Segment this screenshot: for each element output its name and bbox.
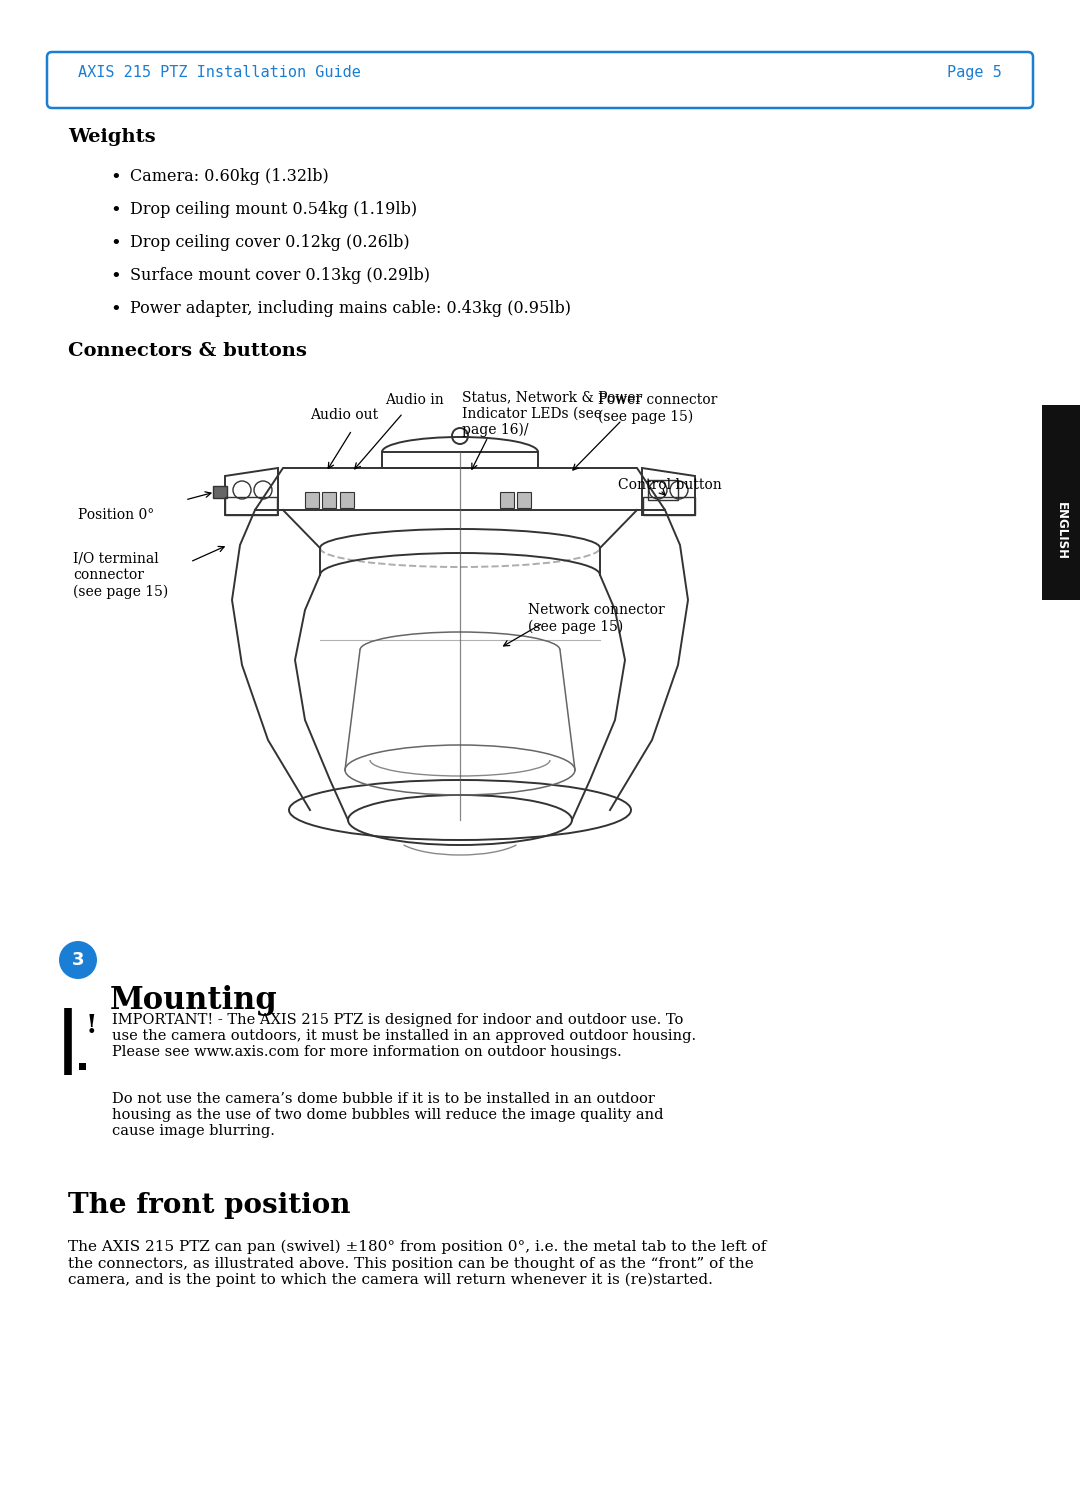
Text: Page 5: Page 5 <box>947 65 1002 80</box>
Text: •: • <box>110 168 121 186</box>
Bar <box>79 1063 86 1070</box>
Text: •: • <box>110 201 121 219</box>
Bar <box>648 479 678 500</box>
Bar <box>643 497 696 516</box>
Text: AXIS 215 PTZ Installation Guide: AXIS 215 PTZ Installation Guide <box>78 65 361 80</box>
Text: The front position: The front position <box>68 1191 351 1219</box>
Bar <box>1042 405 1080 600</box>
Text: Audio in: Audio in <box>384 393 444 407</box>
Text: I/O terminal
connector
(see page 15): I/O terminal connector (see page 15) <box>73 552 168 599</box>
Text: Audio out: Audio out <box>310 408 378 422</box>
Bar <box>517 491 531 508</box>
Text: Camera: 0.60kg (1.32lb): Camera: 0.60kg (1.32lb) <box>130 168 328 184</box>
Text: Network connector
(see page 15): Network connector (see page 15) <box>528 603 665 634</box>
Text: •: • <box>110 299 121 318</box>
Text: Status, Network & Power
Indicator LEDs (see
page 16)/: Status, Network & Power Indicator LEDs (… <box>462 390 643 437</box>
Bar <box>322 491 336 508</box>
Bar <box>213 485 227 497</box>
Text: •: • <box>110 234 121 253</box>
Text: Drop ceiling mount 0.54kg (1.19lb): Drop ceiling mount 0.54kg (1.19lb) <box>130 201 417 218</box>
Bar <box>500 491 514 508</box>
Text: The AXIS 215 PTZ can pan (swivel) ±180° from position 0°, i.e. the metal tab to : The AXIS 215 PTZ can pan (swivel) ±180° … <box>68 1240 767 1287</box>
Text: •: • <box>110 268 121 284</box>
Text: Power connector
(see page 15): Power connector (see page 15) <box>598 393 717 423</box>
Text: Power adapter, including mains cable: 0.43kg (0.95lb): Power adapter, including mains cable: 0.… <box>130 299 571 318</box>
Text: Drop ceiling cover 0.12kg (0.26lb): Drop ceiling cover 0.12kg (0.26lb) <box>130 234 409 251</box>
Bar <box>225 497 276 516</box>
Text: Do not use the camera’s dome bubble if it is to be installed in an outdoor
housi: Do not use the camera’s dome bubble if i… <box>112 1092 663 1139</box>
Bar <box>340 491 354 508</box>
FancyBboxPatch shape <box>48 51 1032 107</box>
Circle shape <box>59 940 97 978</box>
Text: Connectors & buttons: Connectors & buttons <box>68 342 307 360</box>
Text: Weights: Weights <box>68 129 156 147</box>
Text: Control button: Control button <box>618 478 721 491</box>
Text: Position 0°: Position 0° <box>78 508 154 522</box>
Text: !: ! <box>86 1013 97 1039</box>
Text: Mounting: Mounting <box>110 984 278 1016</box>
Text: 3: 3 <box>71 951 84 969</box>
Text: ENGLISH: ENGLISH <box>1054 502 1067 559</box>
Bar <box>305 491 319 508</box>
Text: IMPORTANT! - The AXIS 215 PTZ is designed for indoor and outdoor use. To
use the: IMPORTANT! - The AXIS 215 PTZ is designe… <box>112 1013 697 1060</box>
Text: Surface mount cover 0.13kg (0.29lb): Surface mount cover 0.13kg (0.29lb) <box>130 268 430 284</box>
